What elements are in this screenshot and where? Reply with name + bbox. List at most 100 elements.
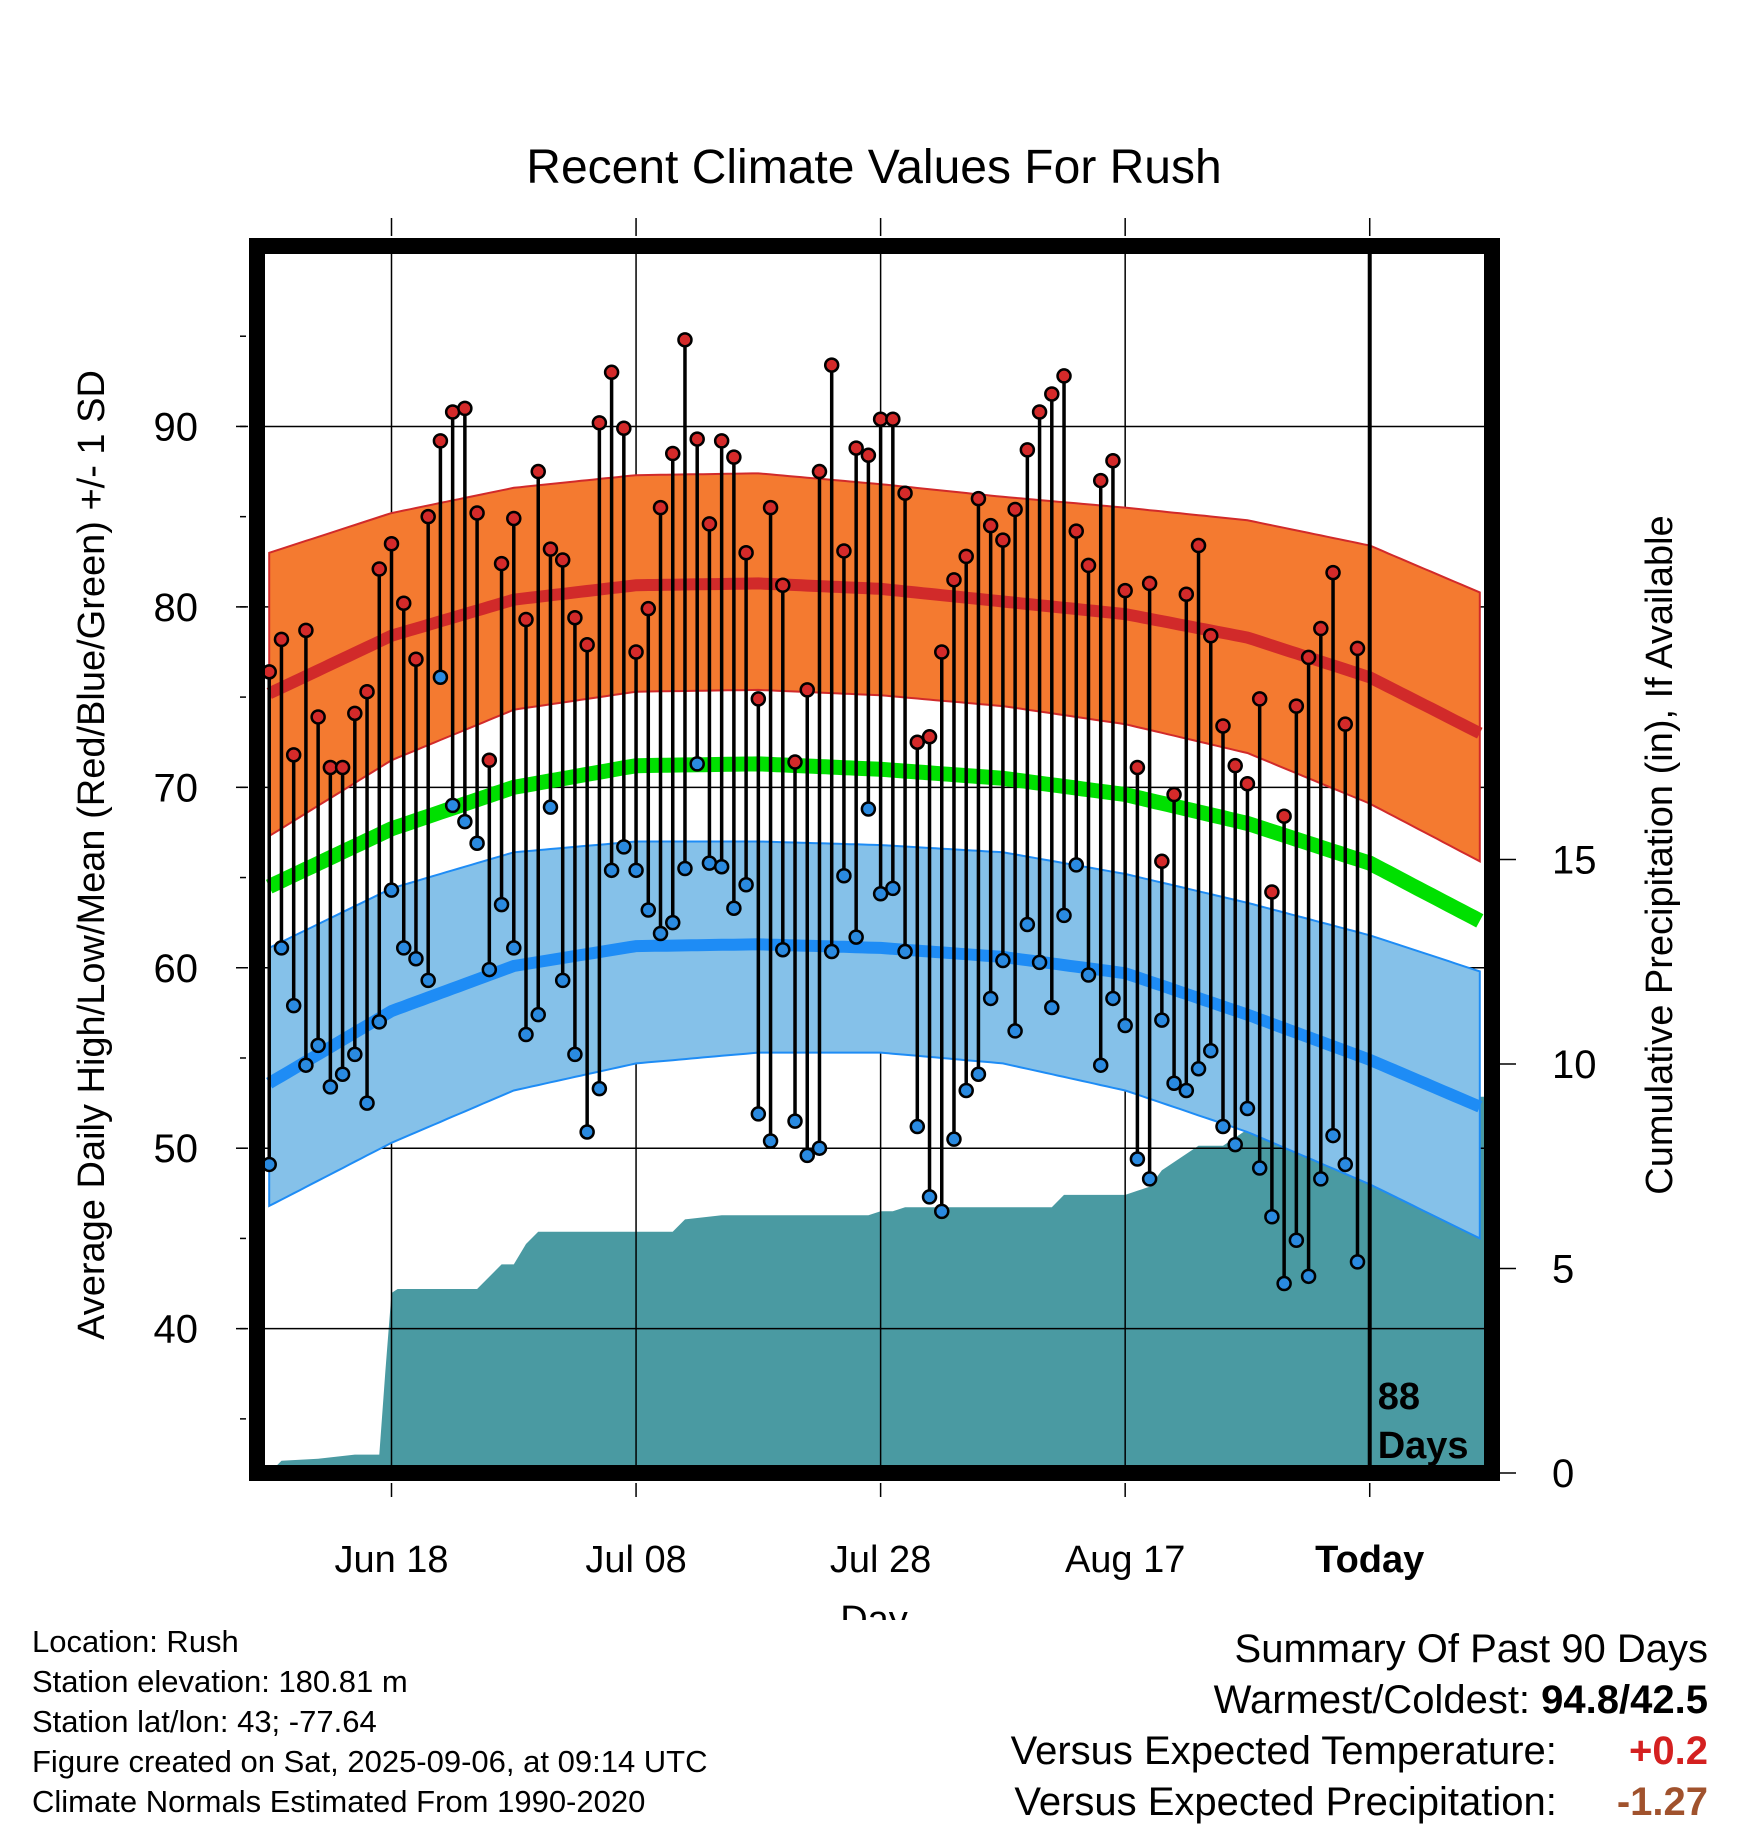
daily-low-point [1337, 1156, 1354, 1173]
daily-high-point [775, 577, 791, 593]
daily-low-point [1325, 1127, 1341, 1144]
daily-high-point [1215, 718, 1231, 734]
daily-low-point [738, 877, 754, 893]
y-tick-label: 60 [154, 947, 199, 991]
axes: 40 50 60 70 80 90 0 5 10 15 Jun 18 Jul 08 Jul 28 Aug … [154, 218, 1597, 1581]
daily-high-point [567, 609, 583, 626]
daily-high-point [1276, 808, 1292, 824]
daily-low-point [726, 900, 742, 916]
daily-low-point [616, 839, 632, 855]
daily-low-point [995, 952, 1011, 969]
daily-low-point [530, 1006, 546, 1023]
daily-high-point [823, 357, 840, 373]
daily-low-point [1178, 1082, 1195, 1099]
low-normal-line [266, 938, 1483, 1113]
daily-low-point [1313, 1171, 1329, 1187]
y-tick-label: 50 [154, 1127, 199, 1171]
daily-low-point [506, 940, 522, 956]
daily-high-point [420, 508, 436, 525]
daily-low-point [934, 1203, 950, 1220]
daily-high-point [860, 447, 877, 464]
precip-area [257, 1096, 1492, 1473]
daily-high-point [836, 543, 852, 559]
daily-low-point [1264, 1209, 1280, 1225]
daily-low-point [579, 1124, 595, 1140]
temp-value: +0.2 [1629, 1729, 1708, 1773]
daily-low-point [1019, 916, 1036, 933]
daily-high-point [1337, 716, 1354, 732]
daily-high-point [1105, 452, 1121, 469]
daily-low-point [359, 1095, 375, 1111]
daily-high-point [408, 651, 424, 667]
y2-axis-label: Cumulative Precipitation (in), If Availa… [1639, 515, 1681, 1194]
daily-low-point [689, 756, 705, 772]
daily-low-point [664, 914, 681, 931]
daily-high-point [347, 705, 363, 722]
daily-low-point [1068, 857, 1085, 873]
low-sd-band [268, 840, 1481, 1241]
daily-high-point [885, 411, 901, 427]
summary-panel: Summary Of Past 90 Days Warmest/Coldest:… [1011, 1624, 1708, 1828]
daily-low-point [1031, 954, 1048, 971]
daily-low-point [836, 867, 852, 884]
daily-high-point [285, 747, 302, 763]
plot-area: 88 Days [257, 246, 1492, 1473]
daily-low-point [395, 940, 412, 956]
precip-row: Versus Expected Precipitation: -1.27 [1011, 1777, 1708, 1828]
daily-high-point [469, 505, 485, 521]
daily-high-point [946, 572, 962, 588]
daily-high-point [921, 729, 938, 745]
daily-low-point [775, 941, 791, 958]
daily-low-point [1092, 1057, 1109, 1073]
daily-low-point [1300, 1268, 1317, 1285]
daily-low-point [567, 1046, 583, 1063]
daily-high-point [1178, 586, 1195, 603]
daily-high-point [1288, 698, 1305, 714]
daily-high-point [677, 332, 693, 348]
daily-high-point [1325, 564, 1341, 581]
daily-high-point [1068, 523, 1085, 539]
daily-high-point [383, 535, 400, 552]
daily-low-point [848, 929, 864, 945]
daily-high-point [726, 449, 742, 465]
daily-low-point [298, 1057, 314, 1073]
daily-low-point [322, 1079, 339, 1095]
daily-low-point [762, 1133, 779, 1149]
x-axis-label: Day [840, 1599, 908, 1620]
daily-high-point [652, 499, 669, 516]
daily-high-point [1313, 620, 1329, 637]
daily-high-point [689, 431, 705, 447]
daily-high-point [554, 552, 571, 568]
daily-low-point [310, 1037, 326, 1054]
daily-low-point [432, 669, 449, 686]
daily-low-point [750, 1106, 767, 1122]
chart-title: Recent Climate Values For Rush [526, 141, 1221, 194]
daily-high-point [701, 516, 718, 532]
daily-low-point [1251, 1160, 1268, 1176]
y2-tick-label: 15 [1552, 839, 1597, 883]
daily-low-point [1105, 990, 1121, 1007]
daily-low-point [799, 1147, 815, 1164]
daily-low-point [909, 1118, 926, 1135]
x-tick-label: Jun 18 [334, 1539, 448, 1581]
x-tick-label: Jul 08 [585, 1539, 686, 1581]
daily-low-point [457, 813, 473, 830]
daily-high-point [1129, 759, 1146, 776]
daily-high-point [542, 541, 559, 557]
daily-low-point [603, 862, 620, 879]
today-marker-label: 88 [1378, 1376, 1420, 1418]
daily-low-point [334, 1066, 351, 1082]
temp-row: Versus Expected Temperature: +0.2 [1011, 1726, 1708, 1777]
y2-tick-label: 5 [1552, 1248, 1574, 1292]
daily-low-point [554, 972, 571, 989]
daily-high-point [848, 440, 864, 456]
daily-low-point [469, 835, 485, 852]
elevation-text: Station elevation: 180.81 m [32, 1664, 408, 1699]
daily-high-point [591, 415, 608, 431]
daily-high-point [493, 555, 510, 572]
daily-low-point [823, 943, 840, 960]
daily-high-point [1227, 757, 1243, 774]
daily-low-point [1117, 1017, 1133, 1034]
daily-high-point [934, 644, 950, 660]
daily-high-point [738, 545, 754, 561]
